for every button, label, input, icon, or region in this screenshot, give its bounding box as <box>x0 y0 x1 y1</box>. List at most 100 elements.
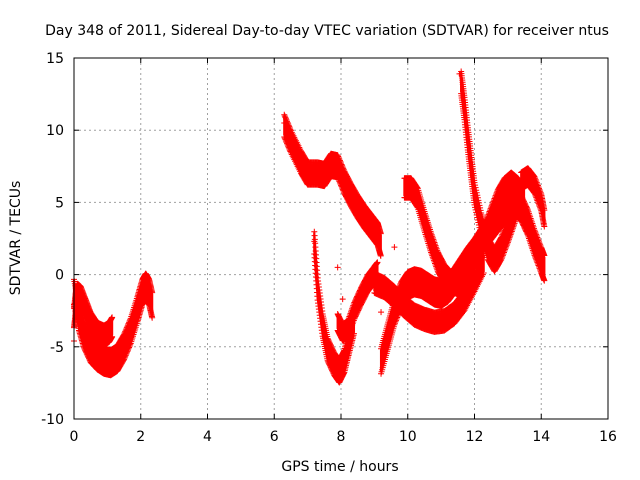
data-point <box>502 246 509 253</box>
data-point <box>536 238 543 245</box>
data-point <box>339 296 346 303</box>
x-tick-label: 6 <box>270 429 279 445</box>
data-trace <box>371 250 487 335</box>
data-point <box>492 213 499 220</box>
data-point <box>282 115 289 122</box>
data-point <box>473 187 480 194</box>
data-point <box>281 119 288 126</box>
data-point <box>531 227 538 234</box>
data-point <box>536 186 543 193</box>
x-tick-label: 0 <box>70 429 79 445</box>
data-point <box>541 252 548 259</box>
data-point <box>472 184 479 191</box>
data-point <box>109 333 116 340</box>
data-point <box>534 235 541 242</box>
data-point <box>391 321 398 328</box>
data-point <box>533 231 540 238</box>
x-tick-label: 8 <box>337 429 346 445</box>
data-point <box>489 219 496 226</box>
data-point <box>479 246 486 253</box>
data-point <box>537 189 544 196</box>
data-point <box>350 330 357 337</box>
data-point <box>122 353 129 360</box>
chart-title: Day 348 of 2011, Sidereal Day-to-day VTE… <box>45 23 609 39</box>
data-point <box>126 343 133 350</box>
data-point <box>475 199 482 206</box>
data-point <box>339 162 346 169</box>
data-point <box>339 164 346 171</box>
data-point <box>334 264 341 271</box>
data-point <box>123 349 130 356</box>
data-trace <box>71 280 116 348</box>
data-point <box>338 161 345 168</box>
data-point <box>534 181 541 188</box>
data-point <box>336 156 343 163</box>
y-tick-label: 0 <box>55 268 64 284</box>
x-tick-label: 10 <box>399 429 417 445</box>
data-point <box>489 220 496 227</box>
data-point <box>541 277 548 284</box>
x-tick-label: 16 <box>599 429 617 445</box>
data-point <box>499 253 506 260</box>
y-tick-label: 10 <box>46 123 64 139</box>
data-point <box>534 234 541 241</box>
data-point <box>537 241 544 248</box>
axis-ticks: 0 2 4 6 8 10 12 14 16 -10 -5 0 5 10 15 <box>41 51 617 445</box>
data-point <box>121 356 128 363</box>
data-point <box>536 185 543 192</box>
y-tick-label: -10 <box>41 412 64 428</box>
data-point <box>493 209 500 216</box>
data-point <box>533 233 540 240</box>
data-point <box>472 182 479 189</box>
data-point <box>285 121 292 128</box>
data-point <box>486 227 493 234</box>
data-point <box>488 223 495 230</box>
data-point <box>391 244 398 251</box>
data-point <box>124 347 131 354</box>
data-point <box>498 255 505 262</box>
data-point <box>537 188 544 195</box>
data-point <box>109 314 116 321</box>
data-point <box>287 126 294 133</box>
data-point <box>454 271 461 278</box>
data-point <box>475 197 482 204</box>
data-point <box>492 211 499 218</box>
data-point <box>149 289 156 296</box>
data-point <box>378 290 385 297</box>
data-point <box>335 154 342 161</box>
data-trace <box>518 165 548 230</box>
data-point <box>480 242 487 249</box>
data-trace <box>281 111 384 259</box>
data-point <box>127 341 134 348</box>
data-trace <box>71 270 156 379</box>
data-point <box>311 238 318 245</box>
data-point <box>490 216 497 223</box>
data-point <box>334 152 341 159</box>
data-point <box>541 207 548 214</box>
x-tick-label: 12 <box>466 429 484 445</box>
y-axis-label: SDTVAR / TECUs <box>8 181 24 296</box>
data-point <box>501 248 508 255</box>
data-point <box>281 111 288 118</box>
data-point <box>480 243 487 250</box>
data-point <box>532 228 539 235</box>
data-point <box>477 207 484 214</box>
data-trace <box>458 68 524 275</box>
data-point <box>480 269 487 276</box>
x-axis-label: GPS time / hours <box>281 459 398 475</box>
data-point <box>482 239 489 246</box>
data-point <box>535 183 542 190</box>
data-point <box>456 70 463 77</box>
data-point <box>483 235 490 242</box>
data-point <box>521 203 528 210</box>
data-point <box>391 320 398 327</box>
data-point <box>480 250 487 257</box>
data-point <box>533 179 540 186</box>
data-trace <box>311 228 357 386</box>
data-point <box>471 179 478 186</box>
data-point <box>122 352 129 359</box>
data-point <box>504 240 511 247</box>
data-point <box>392 318 399 325</box>
